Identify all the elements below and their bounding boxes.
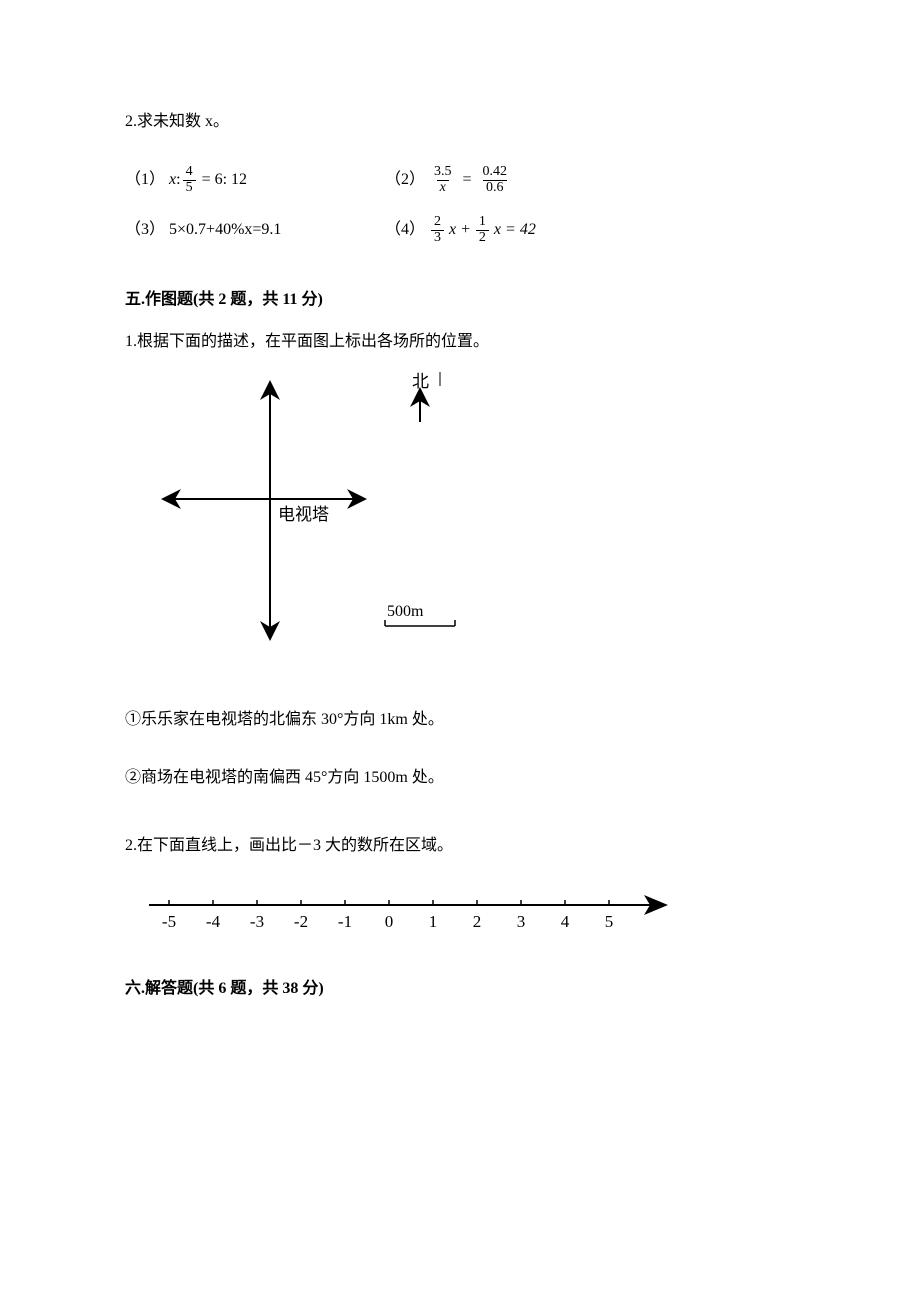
eq2-f1-den: x xyxy=(437,180,449,196)
eq-row-1: （1） x : 4 5 = 6: 12 （2） 3.5 x = 0.42 0.6 xyxy=(125,162,800,198)
numline-tick-label: -5 xyxy=(162,912,176,931)
eq4-frac-b: 1 2 xyxy=(476,215,489,245)
eq1-frac-num: 4 xyxy=(183,165,196,180)
eq-row-2: （3） 5×0.7+40%x=9.1 （4） 2 3 x + 1 2 x = 4… xyxy=(125,212,800,248)
eq4: （4） 2 3 x + 1 2 x = 42 xyxy=(385,215,536,245)
eq3-prefix: （3） xyxy=(125,218,165,242)
numline-tick-label: 3 xyxy=(517,912,526,931)
eq1-prefix: （1） xyxy=(125,168,165,192)
eq1-var: x xyxy=(169,168,176,192)
eq4-mid: x + xyxy=(449,218,471,242)
eq4-b-den: 2 xyxy=(476,230,489,246)
s5-q1: 1.根据下面的描述，在平面图上标出各场所的位置。 xyxy=(125,330,800,354)
equations-block: （1） x : 4 5 = 6: 12 （2） 3.5 x = 0.42 0.6… xyxy=(125,162,800,248)
numline-tick-label: 1 xyxy=(429,912,438,931)
numline-tick-label: 5 xyxy=(605,912,614,931)
eq2-f2-num: 0.42 xyxy=(480,165,511,180)
eq1: （1） x : 4 5 = 6: 12 xyxy=(125,165,385,195)
eq1-rhs: = 6: 12 xyxy=(202,168,247,192)
eq2-eq: = xyxy=(463,168,472,192)
eq1-frac: 4 5 xyxy=(183,165,196,195)
eq2-f1-num: 3.5 xyxy=(431,165,455,180)
eq3: （3） 5×0.7+40%x=9.1 xyxy=(125,218,385,242)
s5-q1-sub2: ②商场在电视塔的南偏西 45°方向 1500m 处。 xyxy=(125,766,800,790)
numline-tick-label: -1 xyxy=(338,912,352,931)
eq4-a-num: 2 xyxy=(431,215,444,230)
eq2: （2） 3.5 x = 0.42 0.6 xyxy=(385,165,512,195)
eq4-a-den: 3 xyxy=(431,230,444,246)
numline-tick-label: -2 xyxy=(294,912,308,931)
eq4-b-num: 1 xyxy=(476,215,489,230)
scale-label: 500m xyxy=(387,600,423,624)
numline-tick-label: 4 xyxy=(561,912,570,931)
numline-tick-label: -3 xyxy=(250,912,264,931)
numline-svg: -5 -4 -3 -2 -1 0 1 2 3 4 5 xyxy=(139,883,679,943)
eq1-colon: : xyxy=(176,168,180,192)
eq4-rhs: x = 42 xyxy=(494,218,536,242)
eq4-prefix: （4） xyxy=(385,218,425,242)
eq2-frac1: 3.5 x xyxy=(431,165,455,195)
north-label: 北 xyxy=(412,369,429,395)
numline-tick-label: 2 xyxy=(473,912,482,931)
eq2-f2-den: 0.6 xyxy=(483,180,507,196)
section5-heading: 五.作图题(共 2 题，共 11 分) xyxy=(125,288,800,312)
eq4-frac-a: 2 3 xyxy=(431,215,444,245)
number-line: -5 -4 -3 -2 -1 0 1 2 3 4 5 xyxy=(139,883,679,943)
compass-diagram: 北 电视塔 500m xyxy=(145,364,485,674)
q2-title: 2.求未知数 x。 xyxy=(125,110,800,134)
eq2-prefix: （2） xyxy=(385,168,425,192)
eq2-frac2: 0.42 0.6 xyxy=(480,165,511,195)
numline-tick-label: -4 xyxy=(206,912,221,931)
section6-heading: 六.解答题(共 6 题，共 38 分) xyxy=(125,977,800,1001)
s5-q2: 2.在下面直线上，画出比－3 大的数所在区域。 xyxy=(125,834,800,858)
tower-label: 电视塔 xyxy=(278,502,329,528)
eq3-body: 5×0.7+40%x=9.1 xyxy=(169,218,281,242)
s5-q1-sub1: ①乐乐家在电视塔的北偏东 30°方向 1km 处。 xyxy=(125,708,800,732)
eq1-frac-den: 5 xyxy=(183,180,196,196)
numline-tick-label: 0 xyxy=(385,912,394,931)
